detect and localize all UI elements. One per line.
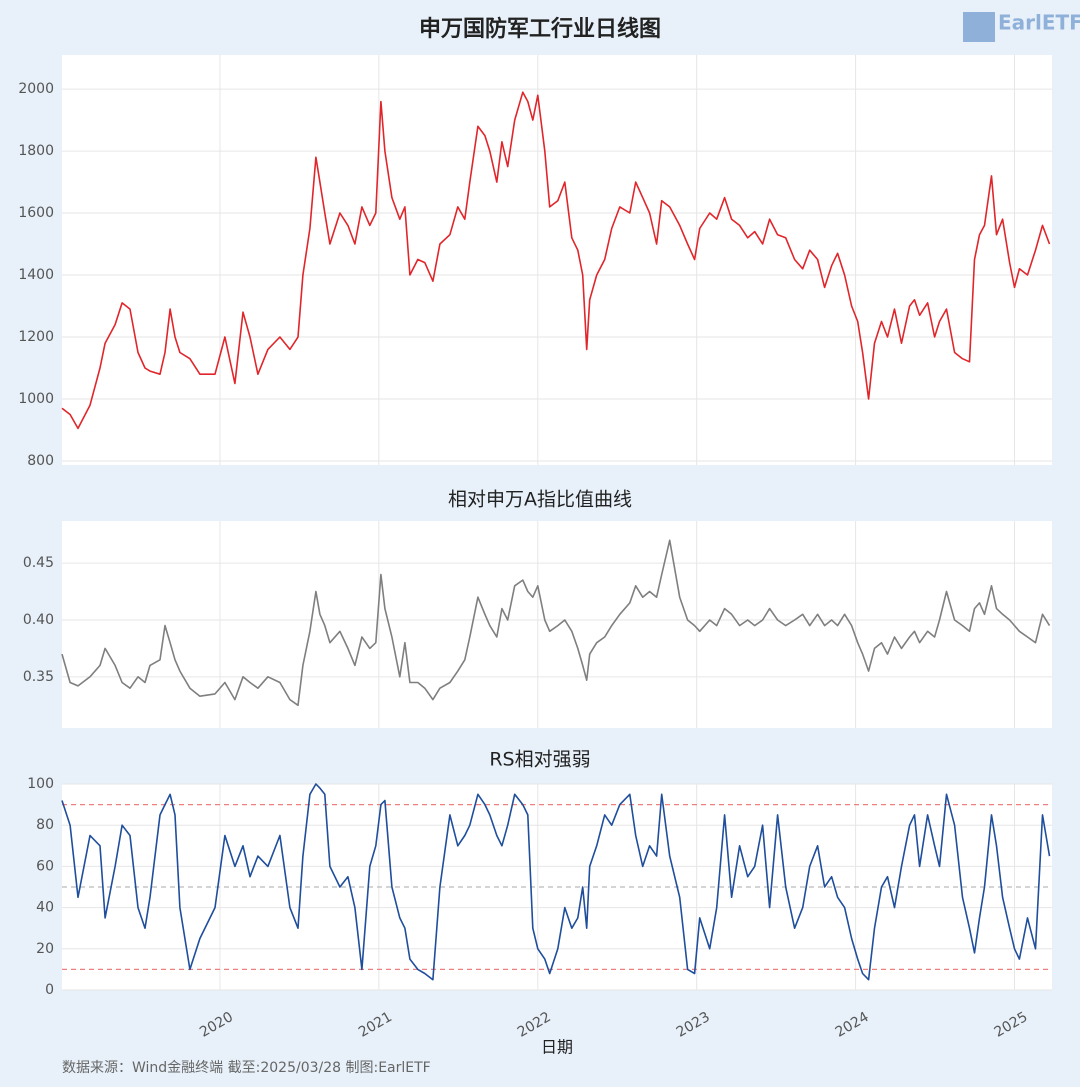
y-tick-label: 40: [36, 900, 54, 916]
y-tick-label: 60: [36, 858, 54, 874]
y-tick-label: 80: [36, 817, 54, 833]
chart-title: 申万国防军工行业日线图: [419, 16, 661, 42]
logo-icon: [963, 12, 995, 42]
y-tick-label: 100: [27, 776, 54, 792]
plot-area: [62, 55, 1052, 465]
x-axis-label: 日期: [541, 1038, 573, 1057]
y-tick-label: 0.35: [23, 669, 54, 685]
y-tick-label: 1400: [18, 267, 54, 283]
y-tick-label: 0: [45, 982, 54, 998]
chart-title: 相对申万A指比值曲线: [448, 489, 632, 511]
y-tick-label: 800: [27, 453, 54, 469]
y-tick-label: 0.40: [23, 612, 54, 628]
y-tick-label: 1000: [18, 391, 54, 407]
y-tick-label: 20: [36, 941, 54, 957]
logo: EarlETF: [998, 11, 1080, 35]
y-tick-label: 0.45: [23, 555, 54, 571]
source-note: 数据来源：Wind金融终端 截至:2025/03/28 制图:EarlETF: [62, 1060, 431, 1076]
plot-area: [62, 521, 1052, 728]
y-tick-label: 1200: [18, 329, 54, 345]
data-line: [61, 783, 1051, 981]
y-tick-label: 1600: [18, 205, 54, 221]
y-tick-label: 2000: [18, 81, 54, 97]
y-tick-label: 1800: [18, 143, 54, 159]
data-line: [61, 91, 1051, 430]
chart-title: RS相对强弱: [489, 749, 590, 771]
data-line: [61, 539, 1051, 707]
